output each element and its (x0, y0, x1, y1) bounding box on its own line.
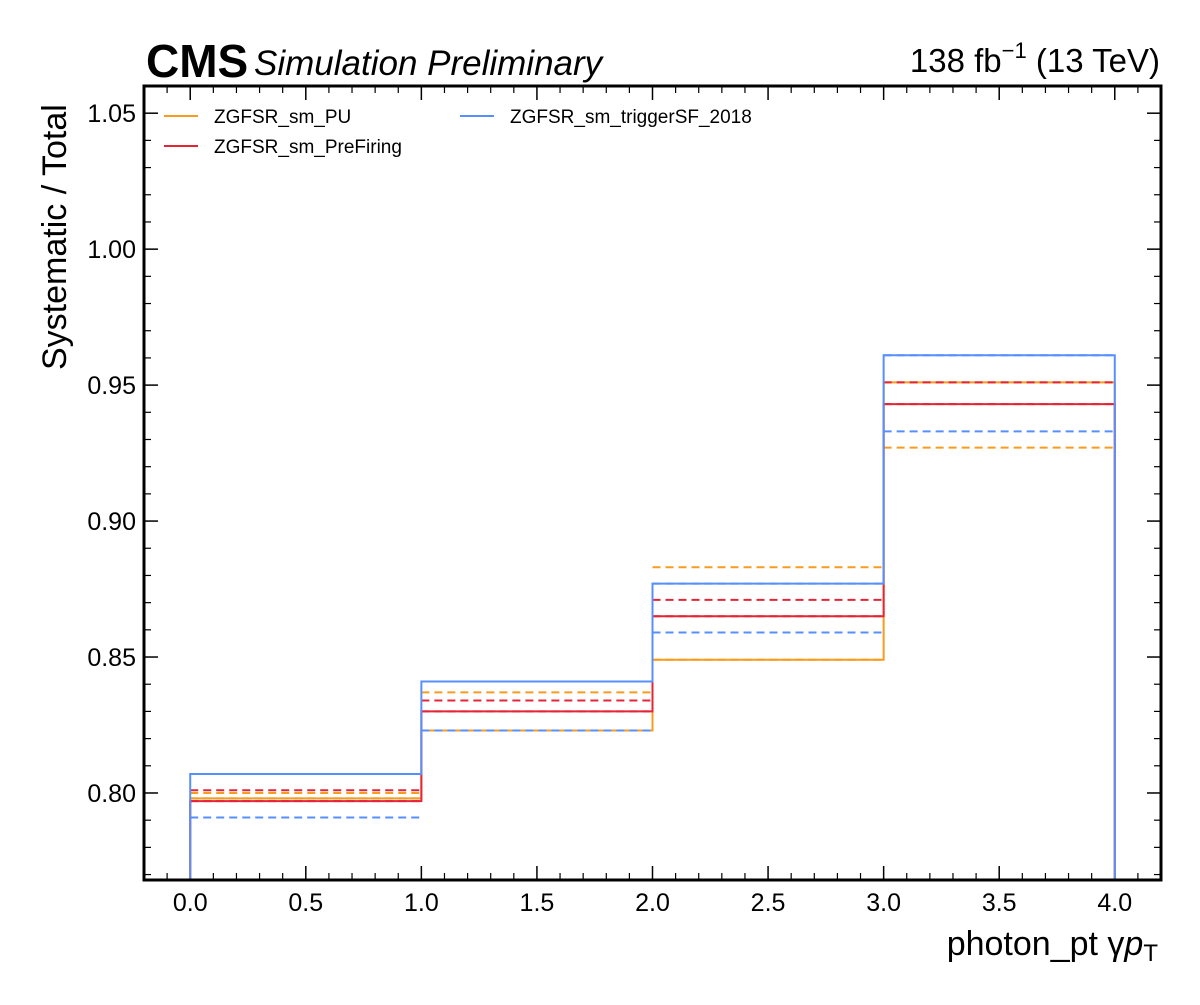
x-tick-label: 0.0 (173, 889, 208, 917)
legend: ZGFSR_sm_PU ZGFSR_sm_PreFiring ZGFSR_sm_tr… (164, 107, 752, 158)
lumi-label: 138 fb−1 (13 TeV) (910, 38, 1160, 79)
y-tick-label: 0.85 (87, 644, 136, 672)
x-tick-label: 1.0 (404, 889, 439, 917)
x-tick-label: 1.5 (520, 889, 555, 917)
x-tick-label: 2.0 (635, 889, 670, 917)
y-tick-label: 0.90 (87, 508, 136, 536)
y-tick-label: 1.05 (87, 100, 136, 128)
legend-label: ZGFSR_sm_triggerSF_2018 (510, 107, 752, 128)
x-axis-label-var: p (1123, 925, 1143, 963)
y-tick-label: 0.80 (87, 780, 136, 808)
x-axis-label-text: photon_pt γ (947, 925, 1125, 963)
series-layer (189, 354, 1116, 880)
lumi-exponent: −1 (1002, 38, 1027, 63)
lumi-energy: (13 TeV) (1027, 42, 1160, 79)
x-axis-label: photon_pt γpT (947, 925, 1159, 967)
x-tick-label: 4.0 (1097, 889, 1132, 917)
x-axis-label-sub: T (1143, 940, 1158, 967)
y-tick-label: 1.00 (87, 236, 136, 264)
legend-label: ZGFSR_sm_PU (214, 107, 351, 128)
lumi-value: 138 fb (910, 42, 1002, 79)
legend-label: ZGFSR_sm_PreFiring (214, 137, 402, 158)
y-tick-label: 0.95 (87, 372, 136, 400)
cms-label: CMS (146, 35, 248, 87)
plot-frame (142, 84, 1163, 882)
x-tick-label: 3.0 (866, 889, 901, 917)
x-tick-label: 3.5 (982, 889, 1017, 917)
subtitle-label: Simulation Preliminary (254, 44, 605, 83)
x-tick-label: 2.5 (751, 889, 786, 917)
x-tick-label: 0.5 (288, 889, 323, 917)
axis-ticks: 0.0 0.5 1.0 1.5 2.0 2.5 3.0 3.5 4.0 0.80 0.85 0.90 0… (87, 86, 1162, 917)
y-axis-label: Systematic / Total (36, 104, 74, 370)
